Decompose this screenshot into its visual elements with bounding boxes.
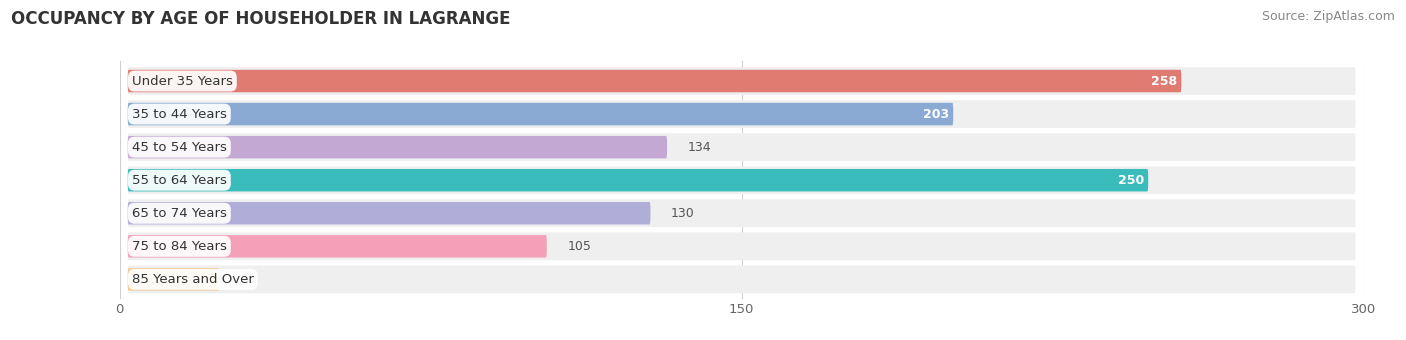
Text: 45 to 54 Years: 45 to 54 Years <box>132 141 226 154</box>
Text: 85 Years and Over: 85 Years and Over <box>132 273 254 286</box>
Text: Source: ZipAtlas.com: Source: ZipAtlas.com <box>1261 10 1395 23</box>
FancyBboxPatch shape <box>128 266 1355 293</box>
FancyBboxPatch shape <box>128 169 1149 191</box>
Text: 55 to 64 Years: 55 to 64 Years <box>132 174 226 187</box>
FancyBboxPatch shape <box>128 133 1355 161</box>
FancyBboxPatch shape <box>128 202 651 224</box>
FancyBboxPatch shape <box>128 103 953 125</box>
Text: 65 to 74 Years: 65 to 74 Years <box>132 207 226 220</box>
Text: 75 to 84 Years: 75 to 84 Years <box>132 240 226 253</box>
Text: 130: 130 <box>671 207 695 220</box>
Text: OCCUPANCY BY AGE OF HOUSEHOLDER IN LAGRANGE: OCCUPANCY BY AGE OF HOUSEHOLDER IN LAGRA… <box>11 10 510 28</box>
Text: 258: 258 <box>1152 74 1177 87</box>
FancyBboxPatch shape <box>128 67 1355 95</box>
Text: 35 to 44 Years: 35 to 44 Years <box>132 107 226 121</box>
Text: 203: 203 <box>922 107 949 121</box>
Text: 26: 26 <box>240 273 256 286</box>
Text: Under 35 Years: Under 35 Years <box>132 74 233 87</box>
FancyBboxPatch shape <box>128 70 1181 92</box>
Text: 250: 250 <box>1118 174 1144 187</box>
Text: 134: 134 <box>688 141 711 154</box>
FancyBboxPatch shape <box>128 199 1355 227</box>
FancyBboxPatch shape <box>128 100 1355 128</box>
FancyBboxPatch shape <box>128 268 219 291</box>
FancyBboxPatch shape <box>128 166 1355 194</box>
FancyBboxPatch shape <box>128 136 666 158</box>
FancyBboxPatch shape <box>128 235 547 258</box>
Text: 105: 105 <box>568 240 592 253</box>
FancyBboxPatch shape <box>128 233 1355 260</box>
